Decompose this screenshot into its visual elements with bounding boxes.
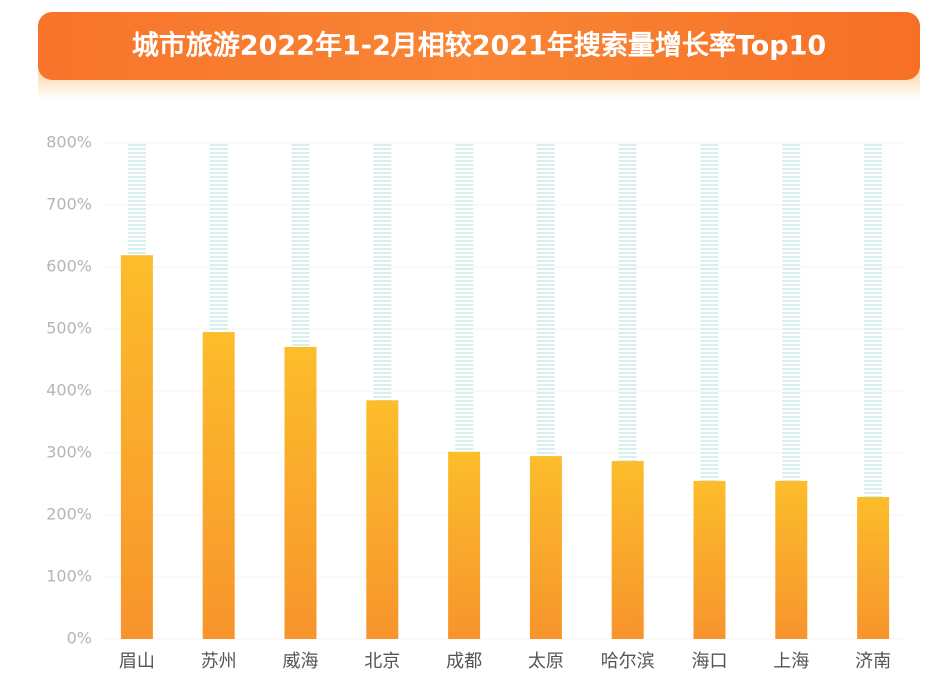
y-tick-label: 300% <box>46 443 92 462</box>
bar <box>202 332 235 639</box>
x-tick-label: 苏州 <box>201 651 237 672</box>
x-tick-label: 哈尔滨 <box>601 651 655 672</box>
bar <box>448 451 481 639</box>
bar <box>529 456 562 639</box>
bar <box>284 346 317 639</box>
y-tick-label: 200% <box>46 505 92 524</box>
x-tick-label: 太原 <box>528 651 564 672</box>
x-tick-label: 济南 <box>855 651 891 672</box>
chart-title: 城市旅游2022年1-2月相较2021年搜索量增长率Top10 <box>132 30 826 62</box>
bar <box>693 480 726 639</box>
x-tick-label: 海口 <box>692 651 728 672</box>
bar <box>366 400 399 639</box>
bar <box>611 461 644 639</box>
x-tick-label: 眉山 <box>119 651 155 672</box>
y-tick-label: 800% <box>46 133 92 152</box>
y-tick-label: 0% <box>67 629 92 648</box>
title-banner <box>38 12 920 80</box>
bar <box>775 480 808 639</box>
x-tick-label: 威海 <box>283 651 319 672</box>
y-tick-label: 100% <box>46 567 92 586</box>
x-tick-label: 上海 <box>773 651 809 672</box>
y-tick-label: 700% <box>46 195 92 214</box>
x-tick-label: 成都 <box>446 651 482 672</box>
bar <box>120 255 153 639</box>
x-tick-label: 北京 <box>364 651 400 672</box>
y-tick-label: 600% <box>46 257 92 276</box>
y-tick-label: 400% <box>46 381 92 400</box>
y-tick-label: 500% <box>46 319 92 338</box>
bar <box>857 497 890 639</box>
